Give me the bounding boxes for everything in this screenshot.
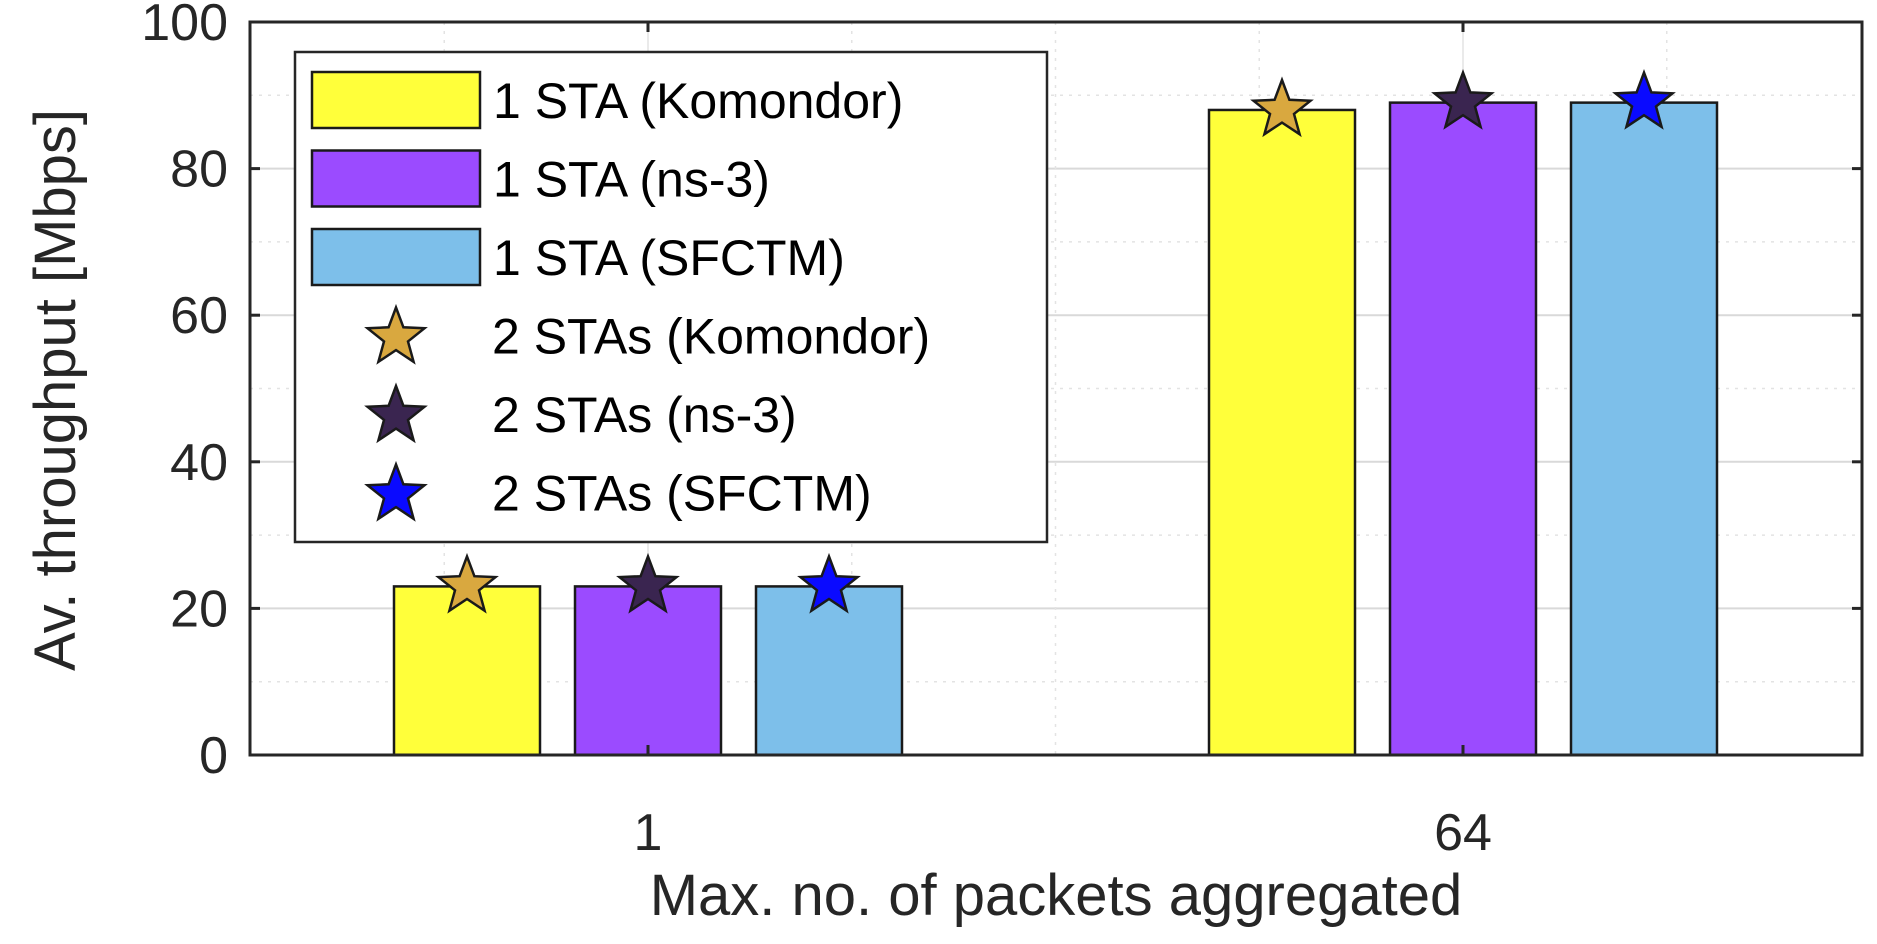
star-marker — [616, 552, 680, 614]
legend-star — [364, 303, 428, 365]
star-marker — [797, 552, 861, 614]
y-tick-label: 80 — [170, 141, 228, 199]
legend-label: 1 STA (ns-3) — [493, 152, 770, 208]
y-tick-label: 40 — [170, 434, 228, 492]
star-marker — [435, 552, 499, 614]
bars-group — [392, 101, 1719, 757]
x-tick-label: 64 — [1434, 804, 1492, 862]
y-tick-label: 100 — [141, 0, 228, 52]
bar — [1569, 101, 1719, 757]
legend-swatch — [310, 70, 482, 130]
y-tick-label: 60 — [170, 287, 228, 345]
bar — [1207, 108, 1357, 757]
bar — [573, 585, 723, 757]
legend-label: 2 STAs (SFCTM) — [492, 466, 872, 522]
x-axis-ticks: 1 64 — [634, 22, 1492, 862]
bar — [1388, 101, 1538, 757]
legend-swatch — [310, 149, 482, 208]
y-tick-label: 0 — [199, 727, 228, 785]
x-axis-label: Max. no. of packets aggregated — [650, 863, 1463, 928]
legend-star — [364, 460, 428, 522]
legend-label: 2 STAs (ns-3) — [492, 387, 797, 443]
y-axis-ticks: 0 20 40 60 80 100 — [141, 0, 1862, 785]
x-tick-label: 1 — [634, 804, 663, 862]
legend-label: 1 STA (SFCTM) — [493, 230, 845, 286]
legend: 1 STA (Komondor) 1 STA (ns-3) 1 STA (SFCTM… — [293, 50, 1049, 544]
legend-swatch — [310, 227, 482, 287]
legend-label: 1 STA (Komondor) — [493, 73, 903, 129]
bar — [392, 585, 542, 757]
star-marker — [1431, 69, 1495, 130]
legend-star — [364, 382, 428, 444]
legend-label: 2 STAs (Komondor) — [492, 309, 930, 365]
star-marker — [1612, 69, 1676, 130]
legend-box — [293, 50, 1049, 544]
plot-frame — [248, 20, 1864, 757]
y-tick-label: 20 — [170, 580, 228, 638]
stars-group — [435, 69, 1676, 614]
bar — [754, 585, 904, 757]
star-marker — [1250, 76, 1314, 138]
y-axis-label: Av. throughput [Mbps] — [23, 109, 88, 671]
